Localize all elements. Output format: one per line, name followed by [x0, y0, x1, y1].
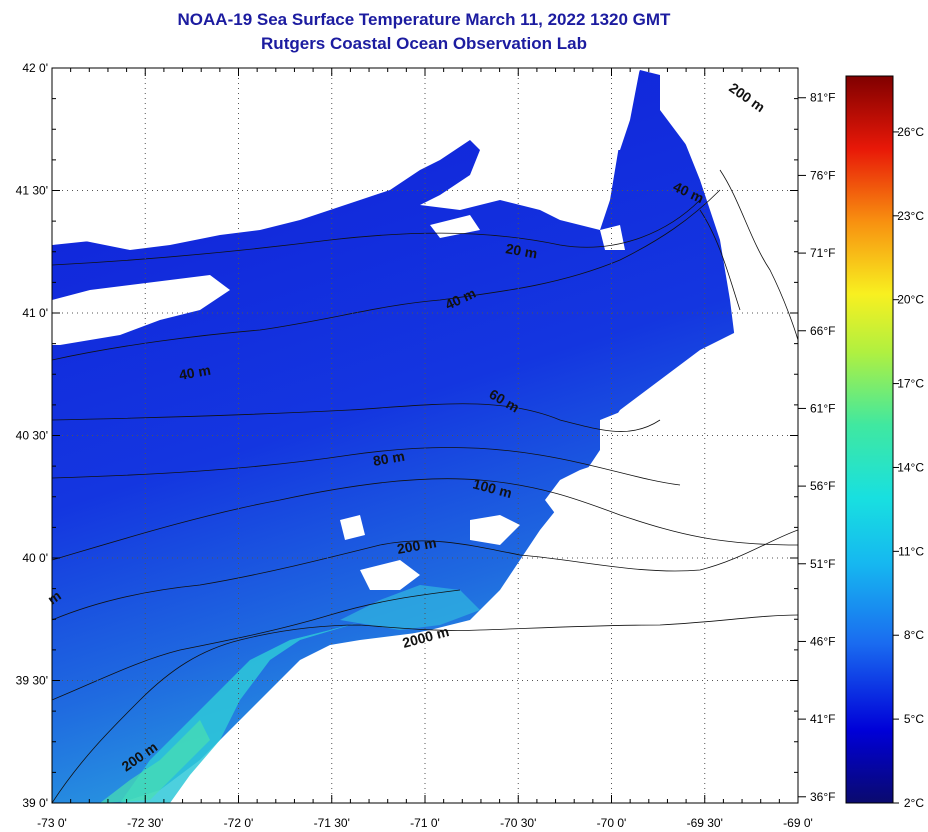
latitude-label: 39 30' — [16, 674, 48, 688]
longitude-label: -70 30' — [500, 816, 536, 830]
colorbar — [845, 75, 894, 804]
fahrenheit-label: 41°F — [810, 712, 835, 726]
celsius-label: 11°C — [898, 544, 924, 558]
longitude-label: -69 30' — [687, 816, 723, 830]
latitude-label: 41 30' — [16, 184, 48, 198]
longitude-label: -69 0' — [783, 816, 813, 830]
latitude-label: 41 0' — [22, 306, 48, 320]
longitude-label: -71 30' — [314, 816, 350, 830]
warm-water-patch-3 — [340, 585, 480, 630]
no-data-south-east — [170, 400, 798, 803]
latitude-label: 40 0' — [22, 551, 48, 565]
warm-water-patch-2 — [100, 720, 210, 803]
longitude-label: -72 0' — [224, 816, 254, 830]
fahrenheit-label: 71°F — [810, 246, 835, 260]
no-data-east — [660, 68, 798, 450]
no-data-clouds — [340, 515, 520, 590]
map-title: NOAA-19 Sea Surface Temperature March 11… — [177, 10, 671, 29]
fahrenheit-scale: 81°F 76°F 71°F 66°F 61°F 56°F 51°F 46°F 41°F 36°F — [798, 91, 835, 804]
latitude-label: 39 0' — [22, 796, 48, 810]
no-data-long-island — [52, 275, 230, 345]
celsius-scale: 26°C 23°C 20°C 17°C 14°C 11°C 8°C 5°C 2°C — [893, 125, 924, 810]
celsius-label: 20°C — [897, 293, 924, 307]
celsius-label: 2°C — [904, 796, 924, 810]
celsius-label: 5°C — [904, 712, 924, 726]
contour-label: 80 m — [372, 448, 406, 469]
no-data-coast — [52, 68, 360, 245]
fahrenheit-label: 66°F — [810, 324, 835, 338]
longitude-label: -73 0' — [37, 816, 67, 830]
contour-label: 40 m — [178, 362, 212, 383]
longitude-labels: -73 0' -72 30' -72 0' -71 30' -71 0' -70 30' -… — [37, 816, 813, 830]
longitude-label: -70 0' — [597, 816, 627, 830]
latitude-labels: 42 0' 41 30' 41 0' 40 30' 40 0' 39 30' 39 0' — [16, 61, 48, 810]
celsius-label: 14°C — [897, 460, 924, 474]
fahrenheit-label: 76°F — [810, 168, 835, 182]
no-data-cape — [420, 68, 640, 150]
fahrenheit-label: 61°F — [810, 401, 835, 415]
map-subtitle: Rutgers Coastal Ocean Observation Lab — [261, 34, 587, 53]
celsius-label: 26°C — [897, 125, 924, 139]
longitude-label: -71 0' — [410, 816, 440, 830]
fahrenheit-label: 46°F — [810, 634, 835, 648]
fahrenheit-label: 81°F — [810, 91, 835, 105]
axis-ticks — [51, 67, 799, 804]
latitude-label: 40 30' — [16, 429, 48, 443]
celsius-label: 17°C — [897, 377, 924, 391]
celsius-label: 23°C — [897, 209, 924, 223]
longitude-label: -72 30' — [127, 816, 163, 830]
contour-label: 20 m — [504, 240, 538, 261]
contour-label: 200 m — [396, 534, 438, 557]
fahrenheit-label: 51°F — [810, 557, 835, 571]
fahrenheit-label: 56°F — [810, 479, 835, 493]
contour-label-group: 200 m 40 m 20 m 40 m 40 m 60 m 80 m 100 … — [45, 79, 768, 774]
depth-contours — [52, 169, 798, 803]
celsius-label: 8°C — [904, 628, 924, 642]
sst-data-region — [52, 70, 750, 803]
latitude-label: 42 0' — [22, 61, 48, 75]
fahrenheit-label: 36°F — [810, 790, 835, 804]
